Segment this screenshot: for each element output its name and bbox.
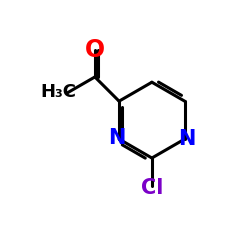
Text: O: O	[85, 38, 105, 62]
Text: N: N	[178, 129, 195, 149]
Text: H₃C: H₃C	[40, 83, 76, 101]
Text: N: N	[108, 128, 126, 148]
Text: Cl: Cl	[141, 178, 163, 198]
